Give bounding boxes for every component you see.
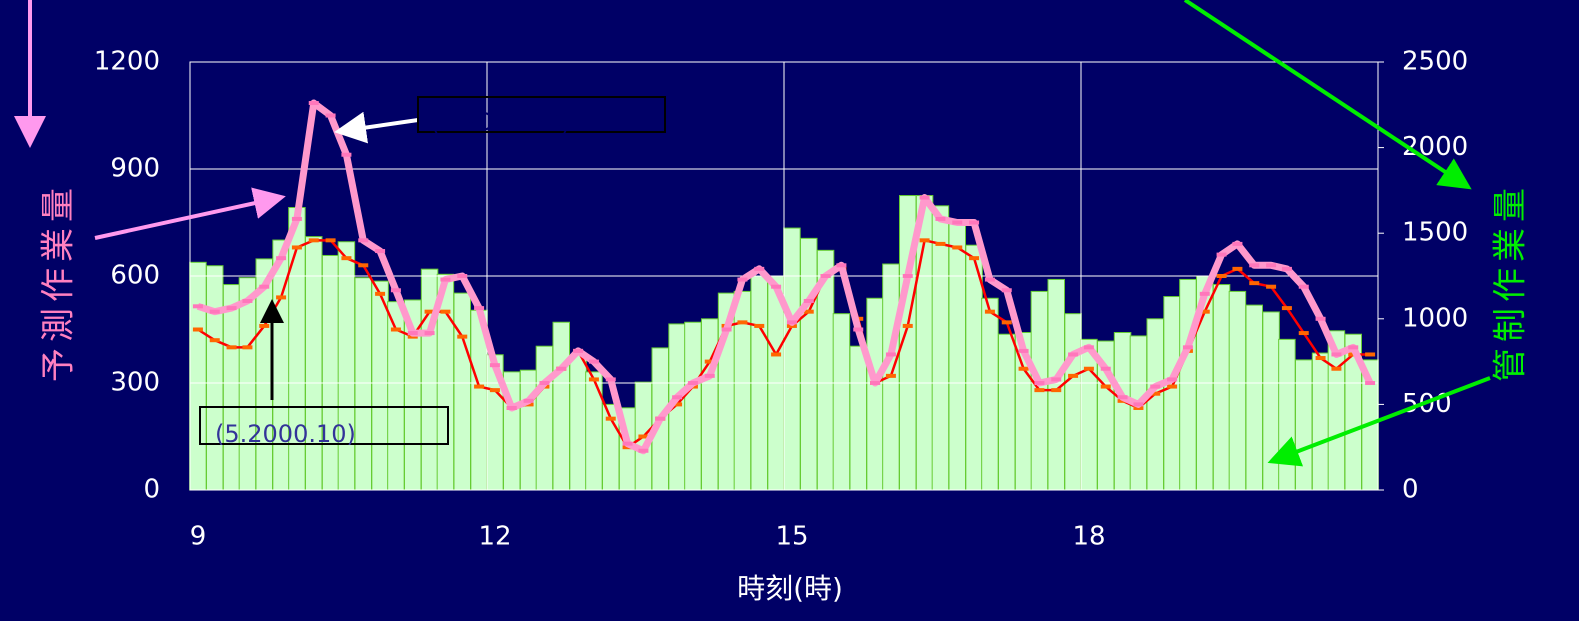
x-tick-label: 15 bbox=[775, 522, 808, 552]
bar bbox=[1311, 352, 1330, 491]
bar bbox=[1212, 284, 1231, 491]
bar bbox=[206, 265, 224, 491]
y2-tick-label: 1000 bbox=[1402, 303, 1468, 333]
bar bbox=[783, 227, 801, 491]
bar bbox=[552, 321, 570, 491]
bar bbox=[832, 313, 851, 491]
bar bbox=[701, 318, 719, 491]
x-tick-label: 12 bbox=[478, 522, 511, 552]
bar bbox=[519, 369, 538, 491]
bar bbox=[569, 354, 587, 491]
bar bbox=[1080, 338, 1098, 491]
x-tick-label: 18 bbox=[1072, 522, 1105, 552]
annotation-box bbox=[417, 96, 666, 133]
bar bbox=[1278, 338, 1296, 491]
bar bbox=[1245, 304, 1263, 491]
y2-tick-label: 2500 bbox=[1402, 47, 1468, 77]
y2-tick-label: 0 bbox=[1402, 475, 1419, 505]
y-tick-label: 900 bbox=[110, 154, 160, 184]
annotation-box bbox=[199, 406, 449, 445]
bar bbox=[305, 236, 323, 491]
bar bbox=[849, 345, 867, 491]
y-tick-label: 600 bbox=[110, 261, 160, 291]
bar bbox=[1262, 311, 1280, 491]
bar bbox=[948, 222, 966, 491]
annotation: (5.2000.10) bbox=[215, 420, 356, 448]
bar bbox=[1113, 331, 1132, 491]
bar bbox=[337, 241, 356, 491]
y-tick-label: 1200 bbox=[94, 47, 160, 77]
bar bbox=[684, 321, 702, 491]
y-axis-label: 予測作業量 bbox=[39, 182, 79, 382]
plot-border bbox=[189, 61, 1379, 491]
y-tick-label: 300 bbox=[110, 368, 160, 398]
bar bbox=[998, 333, 1016, 491]
y-tick-label: 0 bbox=[143, 475, 160, 505]
bar bbox=[1129, 335, 1148, 491]
bar bbox=[866, 297, 884, 491]
arrow bbox=[1183, 0, 1472, 190]
bar bbox=[354, 277, 372, 491]
arrow bbox=[334, 111, 419, 144]
bar bbox=[321, 254, 340, 491]
annotation: (5.2000.20) bbox=[430, 108, 571, 136]
bar bbox=[189, 261, 207, 491]
y2-tick-label: 1500 bbox=[1402, 218, 1468, 248]
arrow bbox=[94, 187, 286, 240]
bar bbox=[371, 280, 389, 491]
y2-axis-label: 管制作業量 bbox=[1491, 182, 1531, 382]
y2-tick-label: 2000 bbox=[1402, 132, 1468, 162]
plot-area: 0300600900120005001000150020002500912151… bbox=[94, 47, 1468, 552]
bar bbox=[1228, 290, 1247, 491]
arrow bbox=[1267, 376, 1491, 467]
bar bbox=[453, 292, 471, 491]
line bbox=[196, 99, 1374, 455]
bar bbox=[222, 284, 241, 491]
overlays: (5.2000.20) (5.2000.10) 予測作業量 管制作業量 時刻(時… bbox=[14, 0, 1531, 605]
x-axis-label: 時刻(時) bbox=[737, 572, 843, 605]
bar bbox=[1146, 318, 1164, 491]
bar bbox=[931, 205, 950, 491]
bar bbox=[1064, 313, 1082, 491]
bar bbox=[1179, 278, 1197, 491]
x-tick-label: 9 bbox=[190, 522, 207, 552]
bar bbox=[1295, 359, 1313, 491]
bar bbox=[981, 297, 999, 491]
bar bbox=[535, 345, 554, 491]
bar bbox=[585, 371, 603, 491]
bar bbox=[238, 277, 257, 491]
bar bbox=[1163, 296, 1181, 491]
